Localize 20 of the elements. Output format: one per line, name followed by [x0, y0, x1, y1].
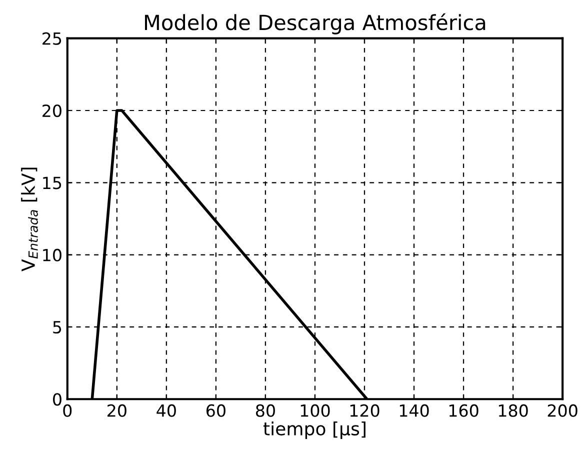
x-tick-label: 160 [449, 404, 478, 417]
x-tick-label: 60 [206, 404, 226, 417]
y-tick-label: 5 [53, 321, 62, 334]
x-tick-label: 80 [256, 404, 275, 417]
x-tick-label: 20 [108, 404, 126, 417]
chart-title: Modelo de Descarga Atmosférica [145, 13, 486, 34]
y-tick-label: 20 [42, 104, 62, 118]
x-tick-label: 200 [548, 404, 578, 417]
x-tick-label: 140 [400, 404, 429, 417]
x-tick-label: 100 [300, 404, 330, 417]
x-tick-label: 180 [498, 404, 528, 417]
y-tick-label: 10 [43, 248, 62, 262]
y-tick-label: 25 [42, 32, 62, 45]
y-tick-label: 15 [43, 176, 62, 190]
x-tick-label: 0 [63, 404, 72, 417]
x-tick-label: 40 [156, 404, 176, 417]
y-tick-label: 0 [53, 393, 62, 406]
x-tick-label: 120 [350, 404, 380, 417]
x-axis-title: tiempo [μs] [263, 422, 366, 439]
y-axis-title: V$_{Entrada}$ [kV] [21, 168, 38, 272]
